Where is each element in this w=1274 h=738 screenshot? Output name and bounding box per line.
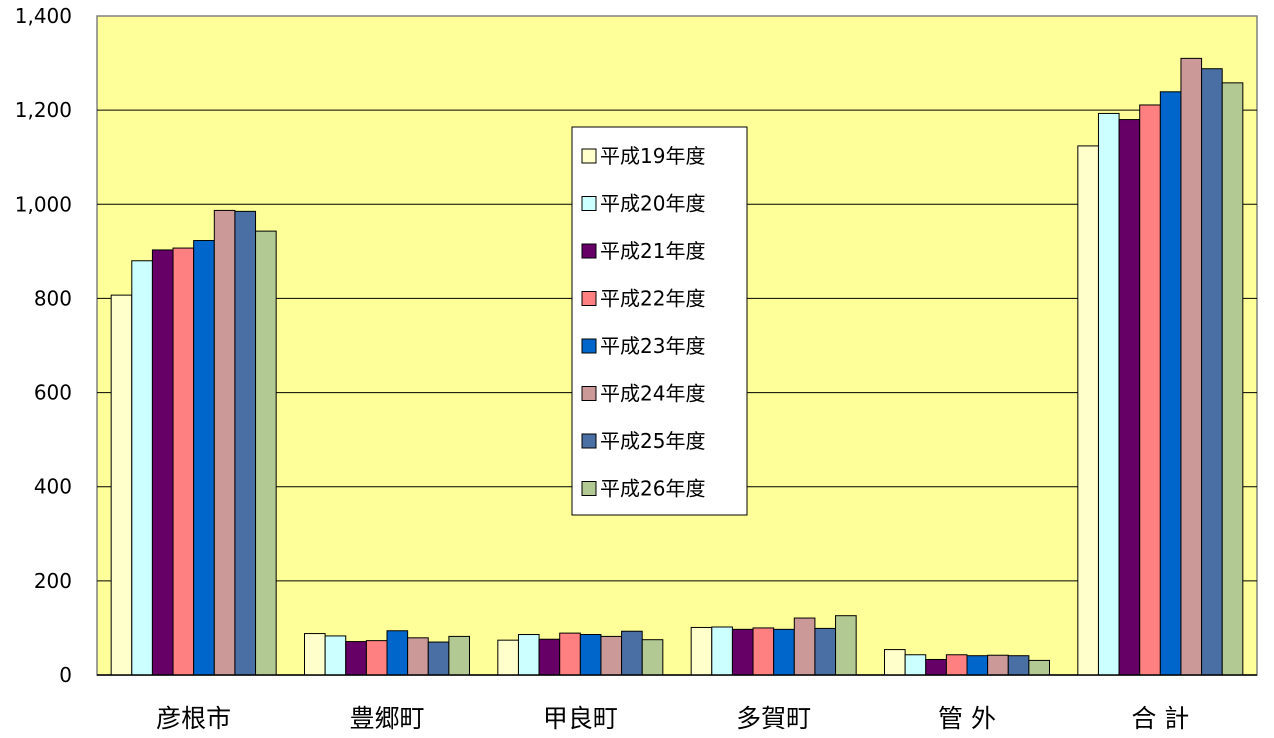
bars bbox=[110, 57, 1244, 676]
legend-swatch bbox=[581, 338, 597, 354]
bar bbox=[193, 240, 215, 676]
bar bbox=[641, 639, 664, 676]
bar bbox=[151, 249, 174, 676]
bar bbox=[966, 655, 989, 676]
x-tick-label: 管 外 bbox=[938, 704, 996, 733]
legend-swatch bbox=[581, 196, 597, 211]
bar bbox=[1118, 119, 1141, 676]
bar bbox=[731, 628, 754, 676]
legend-label: 平成21年度 bbox=[600, 239, 705, 263]
legend-label: 平成20年度 bbox=[600, 192, 705, 216]
legend-label: 平成26年度 bbox=[600, 477, 705, 501]
bar bbox=[1180, 57, 1203, 676]
bar bbox=[324, 635, 347, 676]
legend-swatch bbox=[581, 481, 597, 496]
bar bbox=[835, 615, 857, 676]
bar bbox=[131, 260, 153, 676]
bar bbox=[448, 635, 470, 676]
bar bbox=[1007, 655, 1030, 676]
x-axis-ticks: 彦根市 豊郷町 甲良町 多賀町 管 外 合 計 bbox=[156, 704, 1189, 733]
bar bbox=[345, 641, 367, 676]
bar bbox=[497, 639, 519, 676]
bar bbox=[407, 637, 429, 676]
y-tick-label: 400 bbox=[34, 475, 72, 499]
bar bbox=[752, 627, 775, 676]
bar bbox=[559, 632, 581, 676]
bar bbox=[365, 640, 388, 676]
y-tick-label: 200 bbox=[34, 569, 72, 593]
legend-swatch bbox=[581, 291, 597, 306]
bar bbox=[172, 247, 195, 676]
y-axis-ticks: 0 200 400 600 800 1,000 1,200 1,400 bbox=[15, 4, 72, 687]
legend-swatch bbox=[581, 148, 597, 164]
legend-label: 平成22年度 bbox=[600, 287, 705, 311]
bar bbox=[621, 630, 643, 676]
y-tick-label: 800 bbox=[34, 286, 72, 310]
bar bbox=[517, 634, 540, 676]
x-tick-label: 合 計 bbox=[1131, 704, 1189, 733]
legend-swatch bbox=[581, 433, 597, 449]
bar bbox=[1077, 145, 1099, 676]
x-tick-label: 彦根市 bbox=[156, 704, 231, 733]
legend-label: 平成23年度 bbox=[600, 334, 705, 358]
bar bbox=[925, 658, 947, 676]
bar bbox=[1139, 104, 1161, 676]
bar bbox=[579, 634, 602, 676]
bar bbox=[600, 635, 623, 676]
legend-box bbox=[571, 126, 748, 516]
bar bbox=[773, 628, 795, 676]
x-tick-label: 甲良町 bbox=[543, 704, 618, 733]
bar bbox=[1028, 659, 1050, 676]
bar bbox=[234, 210, 257, 676]
bar bbox=[213, 209, 236, 676]
bar bbox=[1097, 112, 1120, 676]
bar bbox=[110, 294, 133, 676]
bar bbox=[538, 638, 561, 676]
bar bbox=[945, 654, 968, 676]
legend-swatch bbox=[581, 386, 597, 401]
y-tick-label: 0 bbox=[59, 663, 72, 687]
bar bbox=[1201, 68, 1223, 676]
bar bbox=[814, 627, 837, 676]
y-tick-label: 1,400 bbox=[15, 4, 72, 28]
legend-label: 平成19年度 bbox=[600, 144, 705, 168]
y-tick-label: 1,000 bbox=[15, 192, 72, 216]
y-tick-label: 600 bbox=[34, 381, 72, 405]
bar bbox=[386, 630, 409, 676]
legend: 平成19年度平成20年度平成21年度平成22年度平成23年度平成24年度平成25… bbox=[571, 126, 748, 516]
bar bbox=[793, 617, 816, 676]
bar bbox=[304, 633, 326, 676]
legend-label: 平成24年度 bbox=[600, 382, 705, 406]
legend-label: 平成25年度 bbox=[600, 429, 705, 453]
bar bbox=[690, 626, 713, 676]
bar bbox=[711, 626, 733, 676]
x-tick-label: 豊郷町 bbox=[349, 704, 424, 733]
bar bbox=[884, 649, 906, 676]
y-tick-label: 1,200 bbox=[15, 98, 72, 122]
bar bbox=[987, 654, 1009, 676]
bar bbox=[255, 230, 277, 676]
legend-swatch bbox=[581, 243, 597, 259]
bar bbox=[1159, 91, 1182, 676]
bar bbox=[427, 641, 450, 676]
bar bbox=[904, 654, 927, 676]
x-tick-label: 多賀町 bbox=[736, 704, 811, 733]
bar bbox=[1221, 82, 1244, 676]
